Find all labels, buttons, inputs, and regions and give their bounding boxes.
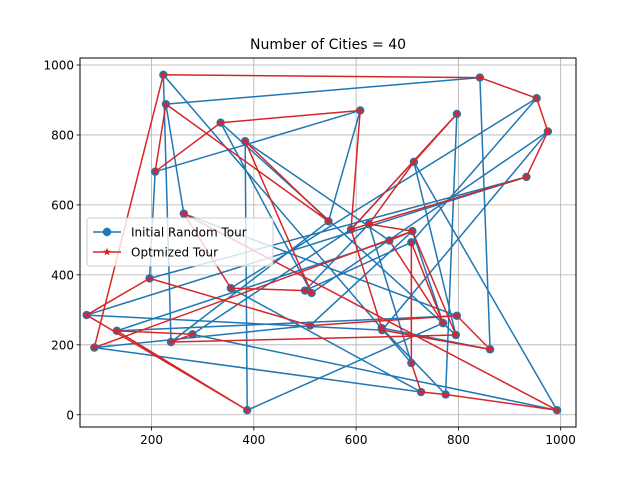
legend-label: Initial Random Tour xyxy=(131,226,247,240)
series-layer xyxy=(82,70,562,415)
city-star-marker xyxy=(451,330,460,339)
x-tick-label: 200 xyxy=(140,433,163,447)
city-star-marker xyxy=(439,318,448,327)
city-star-marker xyxy=(306,321,315,329)
city-star-marker xyxy=(226,283,235,292)
city-star-marker xyxy=(385,236,394,244)
city-star-marker xyxy=(167,337,176,346)
legend: Initial Random Tour Optmized Tour xyxy=(86,217,274,267)
axis-ticks: 200 400 600 800 1000 0 200 400 600 800 1000 xyxy=(43,58,575,447)
legend-marker xyxy=(102,227,112,237)
city-star-marker xyxy=(356,106,365,114)
city-star-marker xyxy=(241,137,250,145)
city-star-marker xyxy=(407,358,416,367)
city-star-marker xyxy=(112,326,121,335)
city-star-marker xyxy=(179,209,188,218)
city-star-marker xyxy=(324,217,333,225)
city-star-marker xyxy=(452,311,461,320)
city-star-marker xyxy=(159,70,168,79)
series-optimized-tour xyxy=(82,70,562,414)
city-star-marker xyxy=(522,172,531,181)
y-tick-label: 400 xyxy=(51,268,74,282)
city-star-marker xyxy=(301,286,309,294)
city-star-marker xyxy=(82,310,91,319)
legend-label: Optmized Tour xyxy=(131,246,218,260)
x-tick-label: 800 xyxy=(447,433,470,447)
y-tick-label: 1000 xyxy=(43,58,74,72)
plot-area-frame xyxy=(79,57,577,428)
city-star-marker xyxy=(486,345,495,353)
city-star-marker xyxy=(347,225,355,233)
x-tick-label: 400 xyxy=(242,433,265,447)
city-star-marker xyxy=(90,343,99,351)
city-star-marker xyxy=(553,406,562,414)
city-star-marker xyxy=(161,99,170,108)
city-star-marker xyxy=(417,387,426,396)
city-star-marker xyxy=(364,219,373,228)
city-star-marker xyxy=(409,157,418,166)
legend-box xyxy=(86,217,274,267)
city-star-marker xyxy=(543,127,552,135)
y-tick-label: 0 xyxy=(66,408,74,422)
city-star-marker xyxy=(378,325,387,334)
city-star-marker xyxy=(145,274,154,282)
city-star-marker xyxy=(307,288,316,297)
x-tick-label: 600 xyxy=(345,433,368,447)
x-tick-label: 1000 xyxy=(545,433,576,447)
chart-title: Number of Cities = 40 xyxy=(250,37,406,53)
city-star-marker xyxy=(243,406,252,414)
city-star-marker xyxy=(475,73,484,81)
city-star-marker xyxy=(532,94,541,102)
city-star-marker xyxy=(408,226,417,235)
city-star-marker xyxy=(151,167,160,176)
city-star-marker xyxy=(407,238,416,246)
y-tick-label: 200 xyxy=(51,338,74,352)
y-tick-label: 600 xyxy=(51,198,74,212)
city-star-marker xyxy=(216,118,225,127)
city-star-marker xyxy=(441,390,450,398)
y-tick-label: 800 xyxy=(51,128,74,142)
legend-marker xyxy=(103,247,111,256)
city-star-marker xyxy=(188,330,197,338)
city-star-marker xyxy=(452,109,461,118)
